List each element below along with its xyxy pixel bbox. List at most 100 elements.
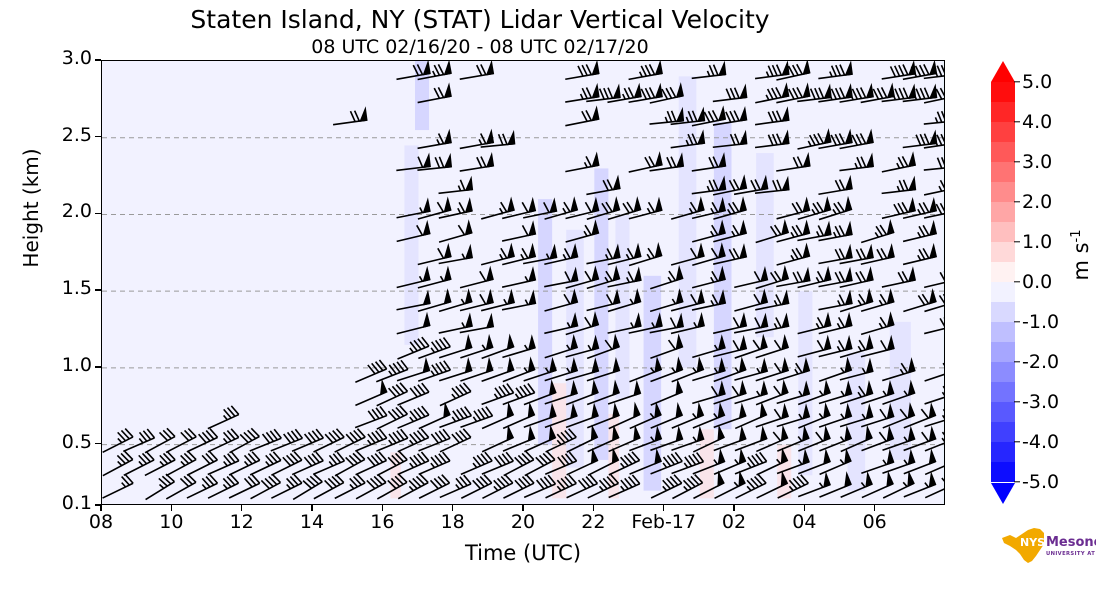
barb-full <box>879 316 888 328</box>
wind-barb <box>375 359 409 383</box>
wind-barb <box>102 428 134 453</box>
barb-full <box>753 476 763 486</box>
barb-pennant <box>654 151 663 168</box>
barb-pennant <box>696 106 706 123</box>
y-tick-mark <box>95 59 101 61</box>
barb-full <box>791 225 799 237</box>
barb-pennant <box>886 470 894 488</box>
wind-barb <box>902 219 938 243</box>
colorbar-segment <box>991 322 1015 342</box>
barb-full <box>438 453 447 464</box>
barb-half <box>451 416 457 423</box>
barb-pennant <box>717 380 726 397</box>
wind-barb <box>691 105 727 127</box>
wind-barb <box>565 311 600 336</box>
barb-pennant <box>422 152 431 169</box>
wind-barb <box>418 428 451 452</box>
wind-barb <box>565 357 600 382</box>
barb-full <box>640 65 648 77</box>
barb-pennant <box>675 333 684 351</box>
wind-barb <box>355 428 388 452</box>
barb-half <box>837 300 842 306</box>
barb-half <box>493 485 499 492</box>
wind-barb <box>482 474 514 500</box>
wind-barb <box>396 311 431 335</box>
wind-barb <box>733 174 769 196</box>
barb-half <box>493 393 499 399</box>
barb-full <box>374 453 384 463</box>
wind-barb <box>480 129 516 148</box>
barb-full <box>682 479 693 490</box>
wind-barb <box>776 219 811 243</box>
barb-full <box>855 248 863 260</box>
wind-barb <box>818 174 853 196</box>
barb-pennant <box>802 403 811 420</box>
barb-full <box>919 87 926 100</box>
field-patch <box>404 145 419 345</box>
barb-full <box>138 454 148 465</box>
barb-full <box>201 431 211 442</box>
barb-pennant <box>738 470 746 488</box>
barb-full <box>303 433 313 444</box>
barb-full <box>247 453 257 463</box>
barb-full <box>605 201 613 213</box>
barb-full <box>230 405 240 416</box>
barb-full <box>747 456 756 467</box>
wind-barb <box>503 450 535 477</box>
wind-barb <box>144 427 176 454</box>
wind-barb <box>839 128 874 150</box>
barb-full <box>627 87 635 99</box>
barb-full <box>858 339 867 351</box>
barb-half <box>524 276 529 282</box>
barb-full <box>917 294 926 306</box>
barb-full <box>419 473 429 484</box>
barb-full <box>412 431 422 442</box>
barb-half <box>223 460 228 467</box>
barb-full <box>142 430 152 441</box>
x-tick-mark <box>451 505 454 511</box>
barb-full <box>412 64 420 76</box>
barb-full <box>535 479 545 490</box>
barb-full <box>293 474 303 484</box>
barb-half <box>713 459 719 465</box>
barb-full <box>773 408 782 420</box>
barb-pennant <box>886 218 895 236</box>
barb-pennant <box>359 106 368 122</box>
barb-full <box>752 339 761 350</box>
barb-pennant <box>760 288 769 305</box>
barb-pennant <box>422 219 431 237</box>
barb-half <box>878 299 884 306</box>
barb-half <box>818 390 824 396</box>
barb-full <box>936 111 943 123</box>
barb-full <box>409 341 418 352</box>
barb-full <box>463 474 472 485</box>
wind-barb <box>881 266 917 288</box>
barb-full <box>689 247 698 259</box>
barb-full <box>201 477 211 488</box>
barb-full <box>400 428 409 439</box>
barb-half <box>671 367 676 373</box>
wind-barb <box>481 383 515 406</box>
barb-full <box>479 293 487 305</box>
barb-full <box>581 477 591 488</box>
barb-half <box>857 391 862 398</box>
barb-full <box>392 362 401 373</box>
wind-barb <box>608 401 641 430</box>
barb-full <box>477 408 486 420</box>
wind-barb <box>608 474 641 499</box>
barb-full <box>476 156 483 168</box>
barb-half <box>896 185 901 192</box>
barb-full <box>261 433 271 444</box>
barb-full <box>919 133 926 146</box>
barb-full <box>271 473 282 484</box>
barb-full <box>585 64 593 76</box>
wind-barb <box>565 265 600 289</box>
field-patch <box>594 168 609 460</box>
barb-half <box>746 462 752 469</box>
barb-full <box>481 407 490 418</box>
barb-full <box>902 87 909 99</box>
barb-pennant <box>780 470 789 488</box>
barb-pennant <box>549 197 558 214</box>
barb-full <box>455 385 464 396</box>
wind-barb <box>313 473 345 500</box>
